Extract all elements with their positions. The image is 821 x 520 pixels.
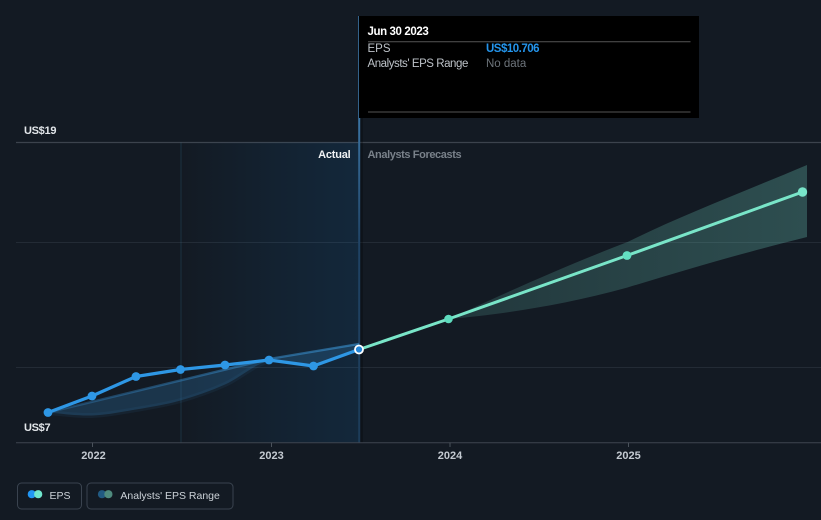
svg-text:US$19: US$19: [24, 125, 56, 137]
svg-text:2024: 2024: [438, 450, 463, 462]
svg-text:EPS: EPS: [50, 490, 71, 502]
svg-text:Analysts Forecasts: Analysts Forecasts: [368, 149, 462, 161]
svg-text:2023: 2023: [259, 450, 283, 462]
svg-text:Jun 30 2023: Jun 30 2023: [368, 26, 429, 38]
svg-text:2022: 2022: [81, 450, 105, 462]
svg-text:Actual: Actual: [318, 149, 351, 161]
svg-text:2025: 2025: [616, 450, 640, 462]
svg-text:US$7: US$7: [24, 422, 50, 434]
svg-text:No data: No data: [486, 58, 527, 70]
svg-text:US$10.706: US$10.706: [486, 43, 539, 55]
svg-text:Analysts' EPS Range: Analysts' EPS Range: [368, 58, 468, 70]
svg-text:Analysts' EPS Range: Analysts' EPS Range: [120, 490, 220, 502]
svg-text:EPS: EPS: [368, 43, 391, 55]
